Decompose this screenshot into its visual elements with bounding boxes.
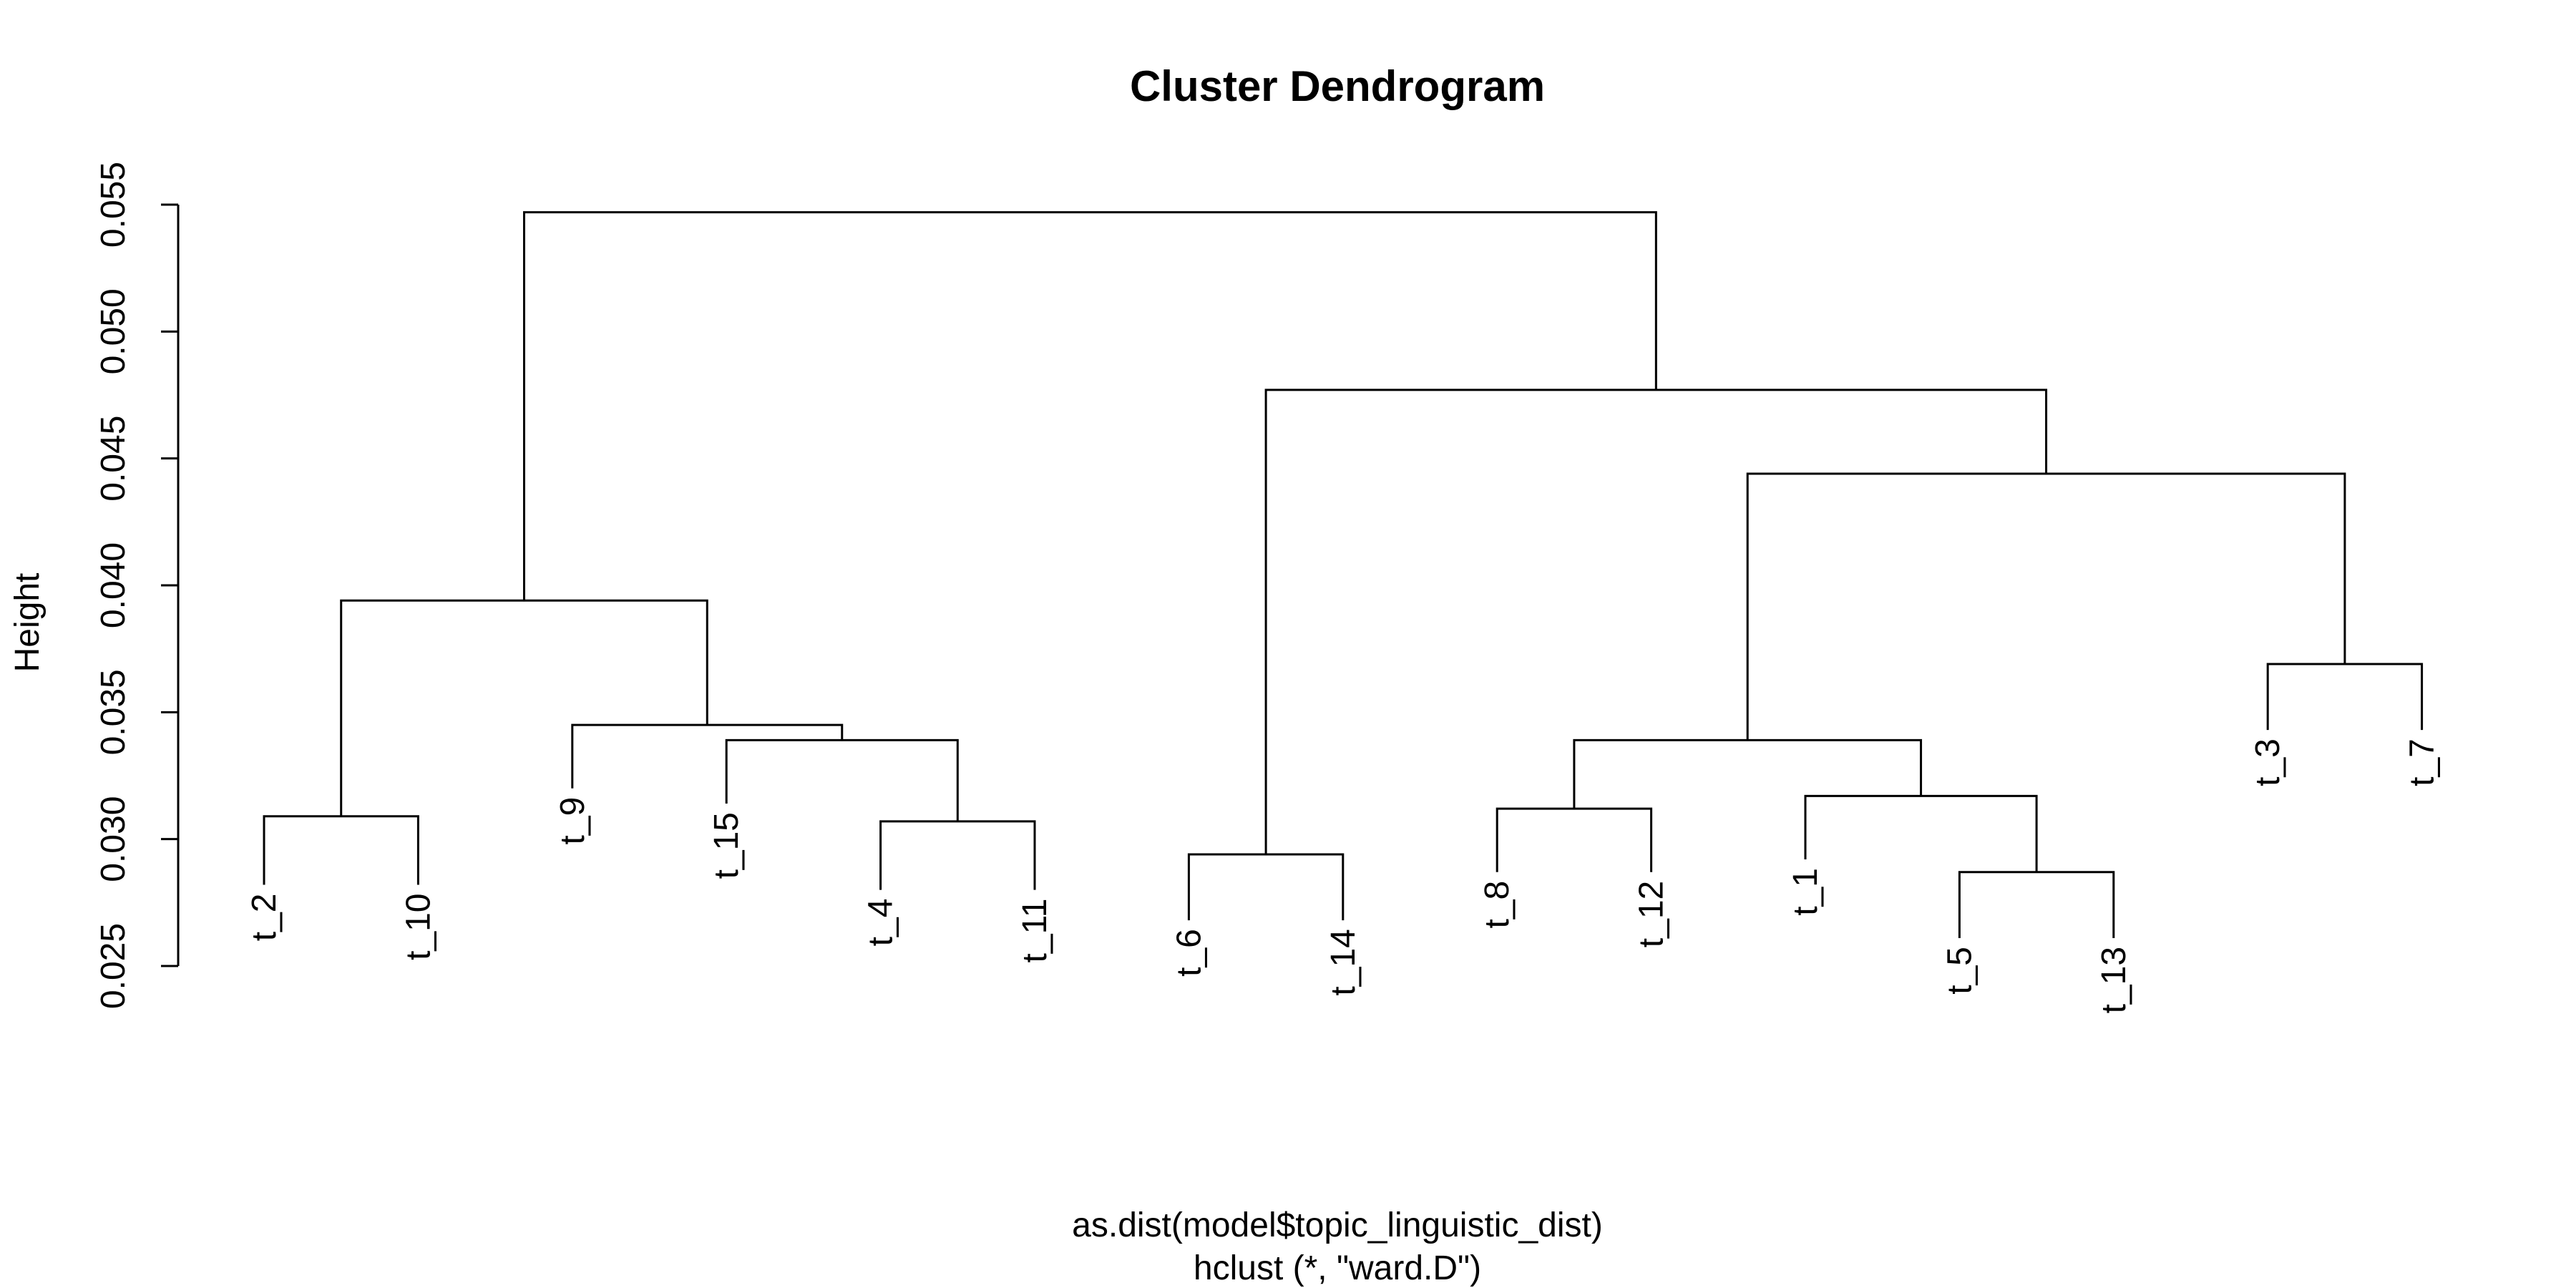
- leaf-label: t_4: [862, 899, 900, 947]
- dendrogram-branch: [522, 211, 1657, 601]
- y-tick-label: 0.030: [94, 796, 132, 882]
- leaf-label: t_14: [1324, 929, 1362, 995]
- dendrogram-branch: [1958, 871, 2115, 938]
- dendrogram-branches: [263, 211, 2424, 938]
- leaf-label: t_1: [1787, 868, 1825, 916]
- leaf-label: t_10: [399, 894, 437, 960]
- dendrogram-branch: [1264, 389, 2048, 854]
- dendrogram-branch: [263, 815, 419, 885]
- y-tick-label: 0.045: [94, 416, 132, 502]
- dendrogram-branch: [2266, 663, 2424, 731]
- dendrogram-branch: [1573, 738, 1923, 809]
- leaf-label: t_9: [554, 797, 592, 845]
- y-tick-label: 0.035: [94, 669, 132, 755]
- leaf-label: t_2: [245, 894, 283, 942]
- y-axis-label: Height: [9, 573, 47, 673]
- dendrogram-branch: [725, 738, 959, 821]
- leaf-label: t_8: [1478, 881, 1516, 929]
- dendrogram-branch: [1746, 472, 2346, 741]
- y-axis: 0.025 0.030 0.035 0.040 0.045 0.050 0.055: [94, 162, 180, 1009]
- chart-title: Cluster Dendrogram: [1130, 62, 1545, 110]
- leaf-label: t_13: [2095, 947, 2133, 1013]
- leaf-label: t_6: [1170, 929, 1208, 977]
- x-axis-label: as.dist(model$topic_linguistic_dist): [1072, 1206, 1603, 1244]
- leaf-label: t_12: [1633, 881, 1671, 947]
- leaf-label: t_15: [708, 812, 746, 879]
- dendrogram-branch: [1496, 807, 1653, 872]
- dendrogram-branch: [1187, 853, 1345, 921]
- y-tick-label: 0.050: [94, 288, 132, 374]
- leaf-label: t_7: [2404, 738, 2441, 786]
- y-tick-label: 0.055: [94, 162, 132, 248]
- leaf-label: t_3: [2249, 738, 2287, 786]
- dendrogram-branch: [1804, 794, 2038, 872]
- dendrogram-branch: [571, 723, 844, 789]
- leaf-label: t_11: [1016, 899, 1054, 963]
- leaf-labels: t_2 t_10 t_9 t_15 t_4 t_11 t_6 t_14 t_8 t_12 t_1 t_…: [245, 738, 2441, 1013]
- method-sublabel: hclust (*, "ward.D"): [1194, 1249, 1481, 1287]
- dendrogram-branch: [879, 820, 1036, 890]
- dendrogram-branch: [340, 599, 708, 816]
- y-tick-label: 0.040: [94, 542, 132, 628]
- leaf-label: t_5: [1941, 947, 1979, 995]
- y-tick-label: 0.025: [94, 923, 132, 1009]
